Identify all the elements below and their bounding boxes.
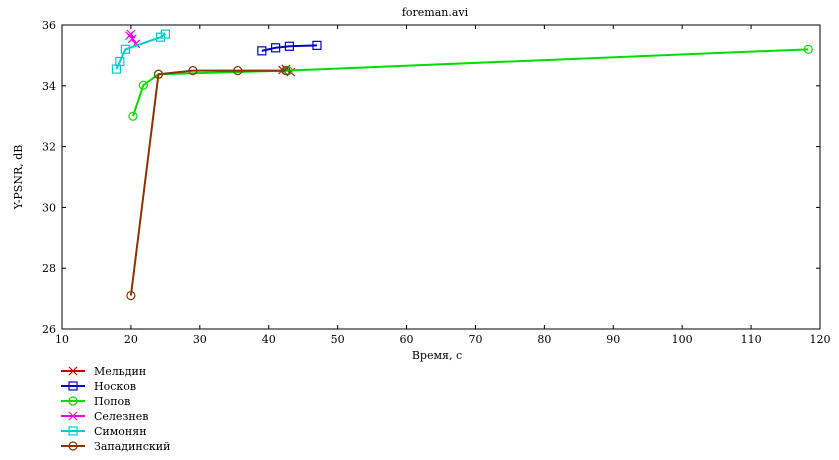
x-tick-label: 120	[810, 333, 831, 346]
x-axis: 10 20 30 40 50 60 70 80 90 100 110 120	[55, 25, 831, 346]
data-point	[160, 29, 170, 39]
series-3	[128, 44, 813, 121]
legend-marker	[68, 441, 78, 451]
chart-title: foreman.avi	[402, 6, 469, 19]
series-5	[111, 29, 170, 74]
data-point	[138, 80, 148, 90]
data-point	[115, 56, 125, 67]
data-point	[188, 65, 198, 76]
x-tick-label: 40	[262, 333, 276, 346]
legend: Мельдин Носков Попов Селезнев Симонян Западин…	[61, 365, 170, 453]
x-tick-label: 60	[400, 333, 414, 346]
legend-item: Попов	[61, 395, 130, 408]
data-point	[281, 65, 291, 76]
y-tick-label: 30	[42, 201, 56, 214]
data-point	[284, 41, 294, 51]
x-tick-label: 10	[55, 333, 69, 346]
legend-label: Мельдин	[94, 365, 146, 378]
data-point	[128, 111, 138, 121]
legend-label: Носков	[94, 380, 136, 393]
x-tick-label: 70	[468, 333, 482, 346]
x-tick-label: 110	[741, 333, 762, 346]
legend-label: Попов	[94, 395, 130, 408]
x-tick-label: 30	[193, 333, 207, 346]
data-point	[312, 40, 322, 50]
data-point	[803, 44, 813, 54]
data-point	[153, 69, 164, 79]
y-tick-label: 26	[42, 323, 56, 336]
legend-label: Селезнев	[94, 410, 148, 423]
data-point	[126, 290, 136, 301]
legend-marker	[68, 411, 78, 421]
data-point	[155, 32, 166, 42]
y-axis-label: Y-PSNR, dB	[12, 145, 25, 211]
series-6	[126, 65, 291, 301]
data-point	[271, 43, 281, 53]
series-line	[129, 69, 286, 296]
series-2	[257, 40, 322, 56]
series-line	[115, 33, 166, 70]
x-tick-label: 80	[537, 333, 551, 346]
legend-marker	[68, 381, 78, 391]
x-tick-label: 90	[606, 333, 620, 346]
legend-item: Западинский	[61, 440, 170, 453]
series-line	[261, 44, 317, 52]
legend-item: Носков	[61, 380, 136, 393]
x-tick-label: 50	[331, 333, 345, 346]
legend-marker	[68, 366, 78, 376]
legend-label: Симонян	[94, 425, 147, 438]
y-tick-label: 34	[42, 80, 56, 93]
legend-item: Мельдин	[61, 365, 146, 378]
legend-item: Селезнев	[61, 410, 148, 423]
legend-label: Западинский	[94, 440, 170, 453]
series-line	[132, 48, 809, 117]
x-tick-label: 100	[672, 333, 693, 346]
legend-marker	[68, 396, 78, 406]
data-point	[257, 46, 267, 56]
legend-item: Симонян	[61, 425, 147, 438]
y-tick-label: 36	[42, 19, 56, 32]
y-tick-label: 28	[42, 262, 56, 275]
y-axis: 26 28 30 32 34 36	[42, 19, 820, 336]
data-point	[127, 34, 137, 44]
x-tick-label: 20	[124, 333, 138, 346]
plot-area	[61, 24, 821, 330]
x-axis-label: Время, с	[412, 349, 462, 362]
legend-marker	[68, 426, 78, 436]
data-point	[233, 65, 243, 76]
y-tick-label: 32	[42, 141, 56, 154]
series-layer	[111, 29, 813, 301]
data-point	[120, 44, 130, 54]
